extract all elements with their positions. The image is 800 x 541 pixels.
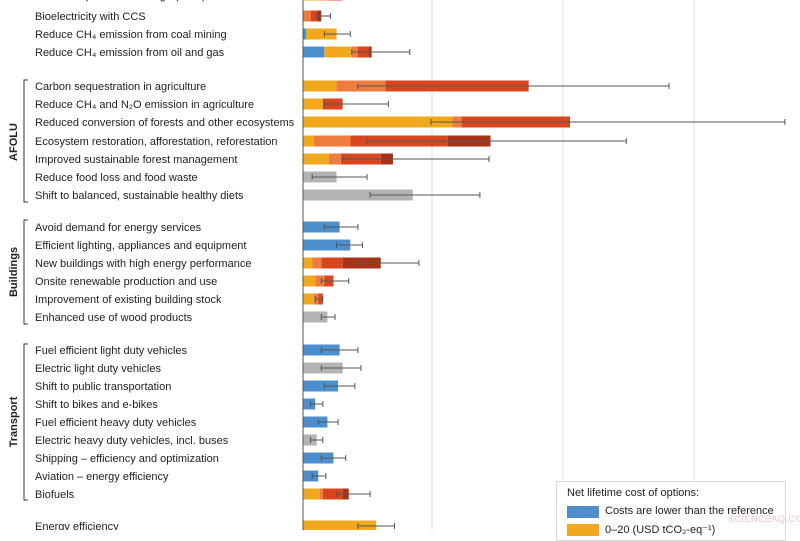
error-bars	[310, 13, 786, 529]
bar-segment-g3-r6-0	[303, 452, 334, 464]
row-label-g1-r0: Carbon sequestration in agriculture	[35, 81, 206, 93]
bar-segment-g3-r2-0	[303, 380, 339, 392]
bar-segment-g2-r5-0	[303, 311, 328, 323]
row-label-g3-r6: Shipping – efficiency and optimization	[35, 453, 219, 465]
row-label-g2-r5: Enhanced use of wood products	[35, 312, 193, 324]
row-label-g1-r5: Reduce food loss and food waste	[35, 172, 198, 184]
group-label-transport: Transport	[8, 396, 20, 447]
bar-segment-g2-r4-0	[303, 293, 314, 305]
legend-title: Net lifetime cost of options:	[567, 487, 700, 499]
row-label-g3-r2: Shift to public transportation	[35, 381, 171, 393]
row-label-g3-r5: Electric heavy duty vehicles, incl. buse…	[35, 435, 229, 447]
row-label-g0-r1: Bioelectricity with CCS	[35, 11, 146, 23]
group-brackets	[23, 79, 28, 501]
bar-segment-g0-r3-1	[324, 46, 352, 58]
bar-segment-g1-r0-0	[303, 80, 337, 92]
bar-segment-g2-r2-0	[303, 257, 313, 269]
row-label-g3-r7: Aviation – energy efficiency	[35, 471, 169, 483]
bar-segment-g0-r1-1	[310, 10, 317, 22]
bar-segment-g2-r3-0	[303, 275, 316, 287]
bar-segment-g0-r3-0	[303, 46, 325, 58]
legend-swatch-lower-cost	[567, 506, 599, 518]
bars	[303, 0, 570, 530]
gridlines	[431, 0, 695, 530]
bar-segment-g0-r2-0	[303, 28, 307, 40]
legend-label-lower-cost: Costs are lower than the reference	[605, 505, 774, 517]
row-label-g3-r4: Fuel efficient heavy duty vehicles	[35, 417, 197, 429]
row-label-g3-r3: Shift to bikes and e-bikes	[35, 399, 158, 411]
bar-segment-g4-r0-0	[303, 520, 377, 530]
row-label-g3-r8: Biofuels	[35, 489, 75, 501]
group-bracket-3	[23, 343, 28, 501]
bar-segment-g3-r8-1	[319, 488, 323, 500]
row-label-g1-r6: Shift to balanced, sustainable healthy d…	[35, 190, 244, 202]
bar-segment-g0-r0-0	[303, 0, 322, 1]
legend-swatch-cost-0-20	[567, 524, 599, 536]
bar-segment-g3-r5-0	[303, 434, 317, 446]
bar-segment-g1-r3-1	[313, 135, 351, 147]
bar-segment-g2-r2-1	[312, 257, 322, 269]
group-bracket-2	[23, 219, 28, 325]
bar-segment-g3-r4-0	[303, 416, 328, 428]
row-label-g4-r0: Energy efficiency	[35, 521, 119, 530]
row-label-g1-r1: Reduce CH₄ and N₂O emission in agricultu…	[35, 99, 254, 111]
bar-segment-g0-r2-1	[306, 28, 337, 40]
chart-legend: Net lifetime cost of options: Costs are …	[556, 481, 786, 541]
bar-segment-g3-r8-0	[303, 488, 320, 500]
watermark: SCIENCEAQ.COM	[728, 514, 800, 524]
row-label-g0-r3: Reduce CH₄ emission from oil and gas	[35, 47, 225, 59]
row-label-g2-r0: Avoid demand for energy services	[35, 222, 202, 234]
bar-segment-g1-r3-0	[303, 135, 314, 147]
bar-segment-g2-r3-1	[315, 275, 325, 287]
row-label-g2-r2: New buildings with high energy performan…	[35, 258, 251, 270]
row-label-g3-r0: Fuel efficient light duty vehicles	[35, 345, 188, 357]
bar-segment-g1-r6-0	[303, 189, 413, 201]
group-label-buildings: Buildings	[8, 247, 20, 297]
bar-segment-g2-r0-0	[303, 221, 340, 233]
bar-segment-g2-r2-2	[321, 257, 343, 269]
mitigation-options-chart: Carbon capture and storage (CCS) Bioelect…	[8, 0, 786, 530]
bar-segment-g3-r7-0	[303, 470, 319, 482]
bar-segment-g1-r4-0	[303, 153, 329, 165]
group-bracket-1	[23, 79, 28, 203]
row-label-g0-r0: Carbon capture and storage (CCS)	[35, 0, 206, 2]
bar-segment-g3-r3-0	[303, 398, 316, 410]
bar-segment-g1-r1-0	[303, 98, 323, 110]
row-label-g3-r1: Electric light duty vehicles	[35, 363, 161, 375]
group-label-afolu: AFOLU	[8, 123, 20, 161]
bar-segment-g3-r8-2	[322, 488, 343, 500]
row-label-g1-r2: Reduced conversion of forests and other …	[35, 117, 295, 129]
bar-segment-g0-r1-0	[303, 10, 311, 22]
bar-segment-g1-r4-1	[328, 153, 342, 165]
bar-segment-g0-r0-1	[321, 0, 331, 1]
bar-segment-g2-r1-0	[303, 239, 351, 251]
row-labels: Carbon capture and storage (CCS) Bioelect…	[8, 0, 295, 530]
bar-segment-g1-r2-0	[303, 116, 453, 128]
row-label-g2-r3: Onsite renewable production and use	[35, 276, 217, 288]
row-label-g2-r4: Improvement of existing building stock	[35, 294, 222, 306]
row-label-g0-r2: Reduce CH₄ emission from coal mining	[35, 29, 227, 41]
row-label-g1-r4: Improved sustainable forest management	[35, 154, 237, 166]
row-label-g2-r1: Efficient lighting, appliances and equip…	[35, 240, 246, 252]
bar-segment-g0-r0-2	[330, 0, 343, 1]
row-label-g1-r3: Ecosystem restoration, afforestation, re…	[35, 136, 278, 148]
